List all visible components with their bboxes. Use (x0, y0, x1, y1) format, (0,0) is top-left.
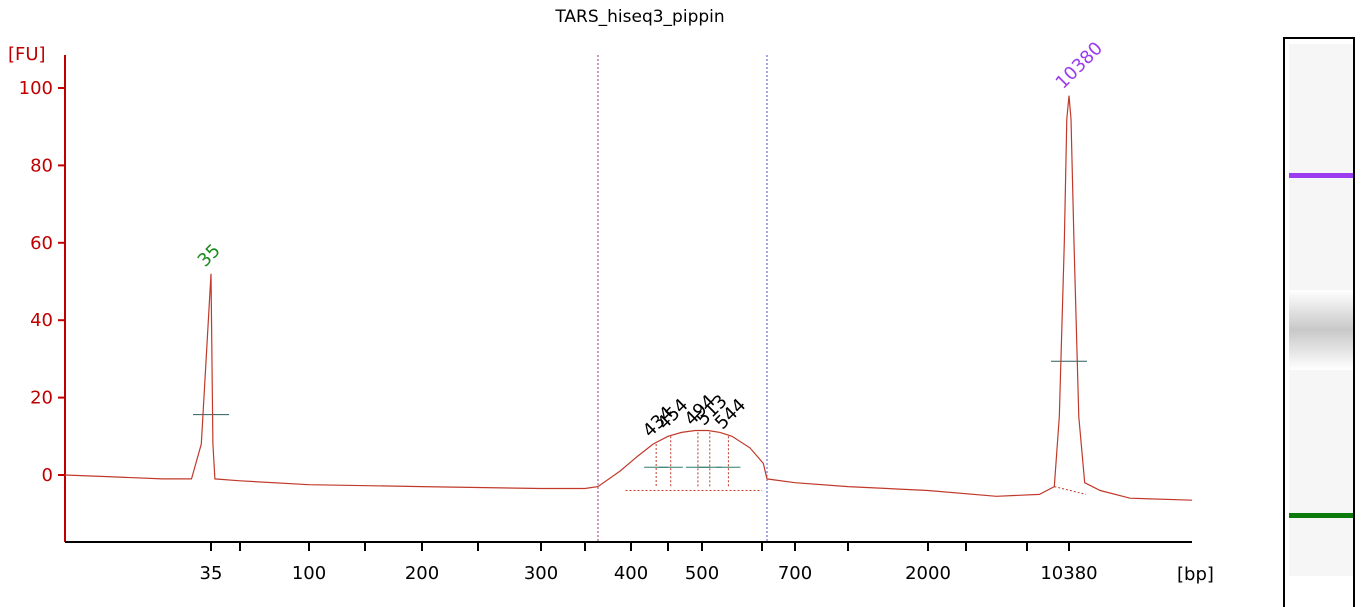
y-tick-label: 20 (30, 388, 53, 409)
x-axis: 35 100 200 300 400 500 700 2000 10380 (65, 541, 1192, 584)
peak-label: 35 (194, 240, 225, 271)
peak-label: 10380 (1052, 38, 1107, 93)
y-tick-label: 60 (30, 233, 53, 254)
gel-lane (1283, 37, 1355, 607)
peak-annotations (193, 360, 1087, 495)
y-tick-label: 0 (42, 465, 53, 486)
chart-title: TARS_hiseq3_pippin (554, 7, 724, 27)
x-tick-label: 10380 (1040, 563, 1097, 584)
y-tick-label: 100 (19, 78, 53, 99)
y-axis: 0 20 40 60 80 100 (19, 55, 66, 542)
y-tick-label: 40 (30, 310, 53, 331)
y-tick-label: 80 (30, 155, 53, 176)
marker-baseline (1054, 486, 1087, 495)
x-tick-label: 300 (524, 563, 558, 584)
x-tick-label: 500 (685, 563, 719, 584)
gel-upper-marker-band (1289, 173, 1353, 178)
y-axis-label: [FU] (8, 44, 46, 65)
gel-lower-marker-band (1289, 513, 1353, 518)
x-axis-label: [bp] (1177, 564, 1214, 585)
region-boundaries (597, 55, 768, 542)
x-tick-label: 35 (200, 563, 223, 584)
x-tick-label: 200 (405, 563, 439, 584)
trace-layer (64, 95, 1193, 501)
x-tick-label: 2000 (905, 563, 951, 584)
x-tick-label: 400 (614, 563, 648, 584)
x-tick-label: 100 (292, 563, 326, 584)
signal-trace (64, 95, 1193, 501)
gel-smear-band (1289, 290, 1353, 370)
x-tick-label: 700 (778, 563, 812, 584)
